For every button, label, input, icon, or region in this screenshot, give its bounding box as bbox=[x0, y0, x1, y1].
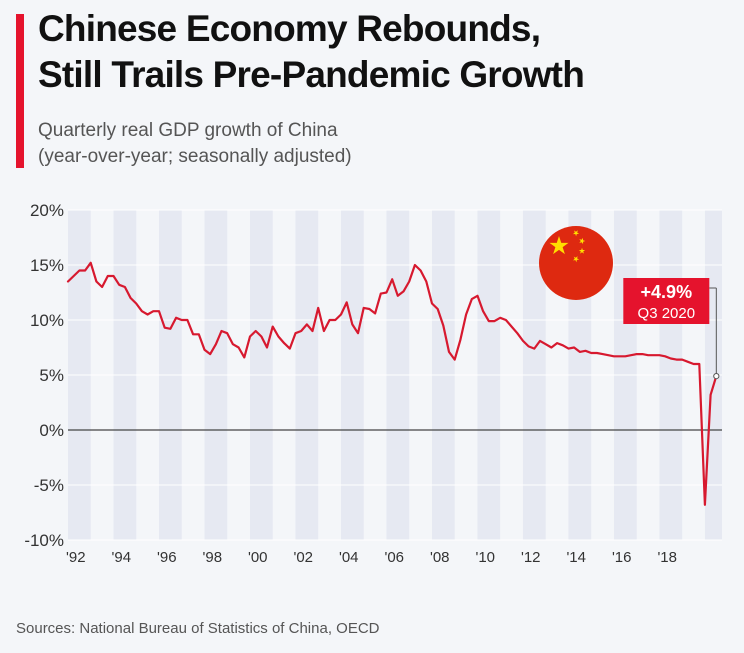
title-line-1: Chinese Economy Rebounds, bbox=[38, 8, 541, 49]
x-tick-label: '12 bbox=[521, 549, 541, 566]
source-note: Sources: National Bureau of Statistics o… bbox=[16, 620, 380, 637]
x-tick-label: '04 bbox=[339, 549, 359, 566]
y-tick-label: 15% bbox=[30, 256, 64, 275]
title-line-2: Still Trails Pre-Pandemic Growth bbox=[38, 54, 585, 95]
gridlines bbox=[68, 209, 722, 541]
annotation-marker bbox=[713, 373, 720, 380]
x-tick-label: '10 bbox=[475, 549, 495, 566]
y-axis-ticks: 20% 15% 10% 5% 0% -5% -10% bbox=[24, 201, 64, 550]
flag-star bbox=[549, 236, 569, 255]
x-tick-label: '98 bbox=[202, 549, 222, 566]
x-tick-label: '96 bbox=[157, 549, 177, 566]
annotation-period: Q3 2020 bbox=[638, 305, 696, 322]
x-axis-ticks: '92 '94 '96 '98 '00 '02 '04 '06 '08 '10 '12 '14 '16 '… bbox=[66, 549, 677, 566]
y-tick-label: 10% bbox=[30, 311, 64, 330]
china-flag-icon bbox=[539, 226, 613, 300]
x-tick-label: '00 bbox=[248, 549, 268, 566]
subtitle-line-2: (year-over-year; seasonally adjusted) bbox=[38, 146, 352, 167]
gdp-growth-line bbox=[66, 261, 718, 506]
x-tick-label: '18 bbox=[657, 549, 677, 566]
chart-subtitle: Quarterly real GDP growth of China (year… bbox=[38, 118, 638, 170]
x-tick-label: '92 bbox=[66, 549, 86, 566]
x-tick-label: '94 bbox=[111, 549, 131, 566]
y-tick-label: 5% bbox=[39, 366, 64, 385]
flag-disc bbox=[539, 226, 613, 300]
latest-value-annotation: +4.9% Q3 2020 bbox=[623, 278, 720, 380]
gdp-line-chart: 20%15%10%5%0%-5%-10% '92'94'96'98'00'02 '… bbox=[24, 201, 722, 566]
annotation-box bbox=[623, 278, 710, 324]
x-tick-label: '06 bbox=[384, 549, 404, 566]
y-tick-label: -5% bbox=[34, 476, 64, 495]
subtitle-line-1: Quarterly real GDP growth of China bbox=[38, 120, 338, 141]
y-tick-label: 0% bbox=[39, 421, 64, 440]
flag-star bbox=[572, 230, 580, 237]
flag-star bbox=[573, 256, 580, 263]
x-tick-label: '16 bbox=[612, 549, 632, 566]
x-tick-label: '14 bbox=[566, 549, 586, 566]
flag-star bbox=[578, 247, 586, 254]
y-tick-label: 20% bbox=[30, 201, 64, 220]
chart-title: Chinese Economy Rebounds, Still Trails P… bbox=[38, 6, 738, 98]
x-tick-label: '08 bbox=[430, 549, 450, 566]
annotation-value: +4.9% bbox=[641, 282, 693, 302]
x-tick-label: '02 bbox=[293, 549, 313, 566]
y-tick-label: -10% bbox=[24, 531, 64, 550]
accent-bar bbox=[16, 14, 24, 168]
flag-star bbox=[579, 237, 586, 245]
